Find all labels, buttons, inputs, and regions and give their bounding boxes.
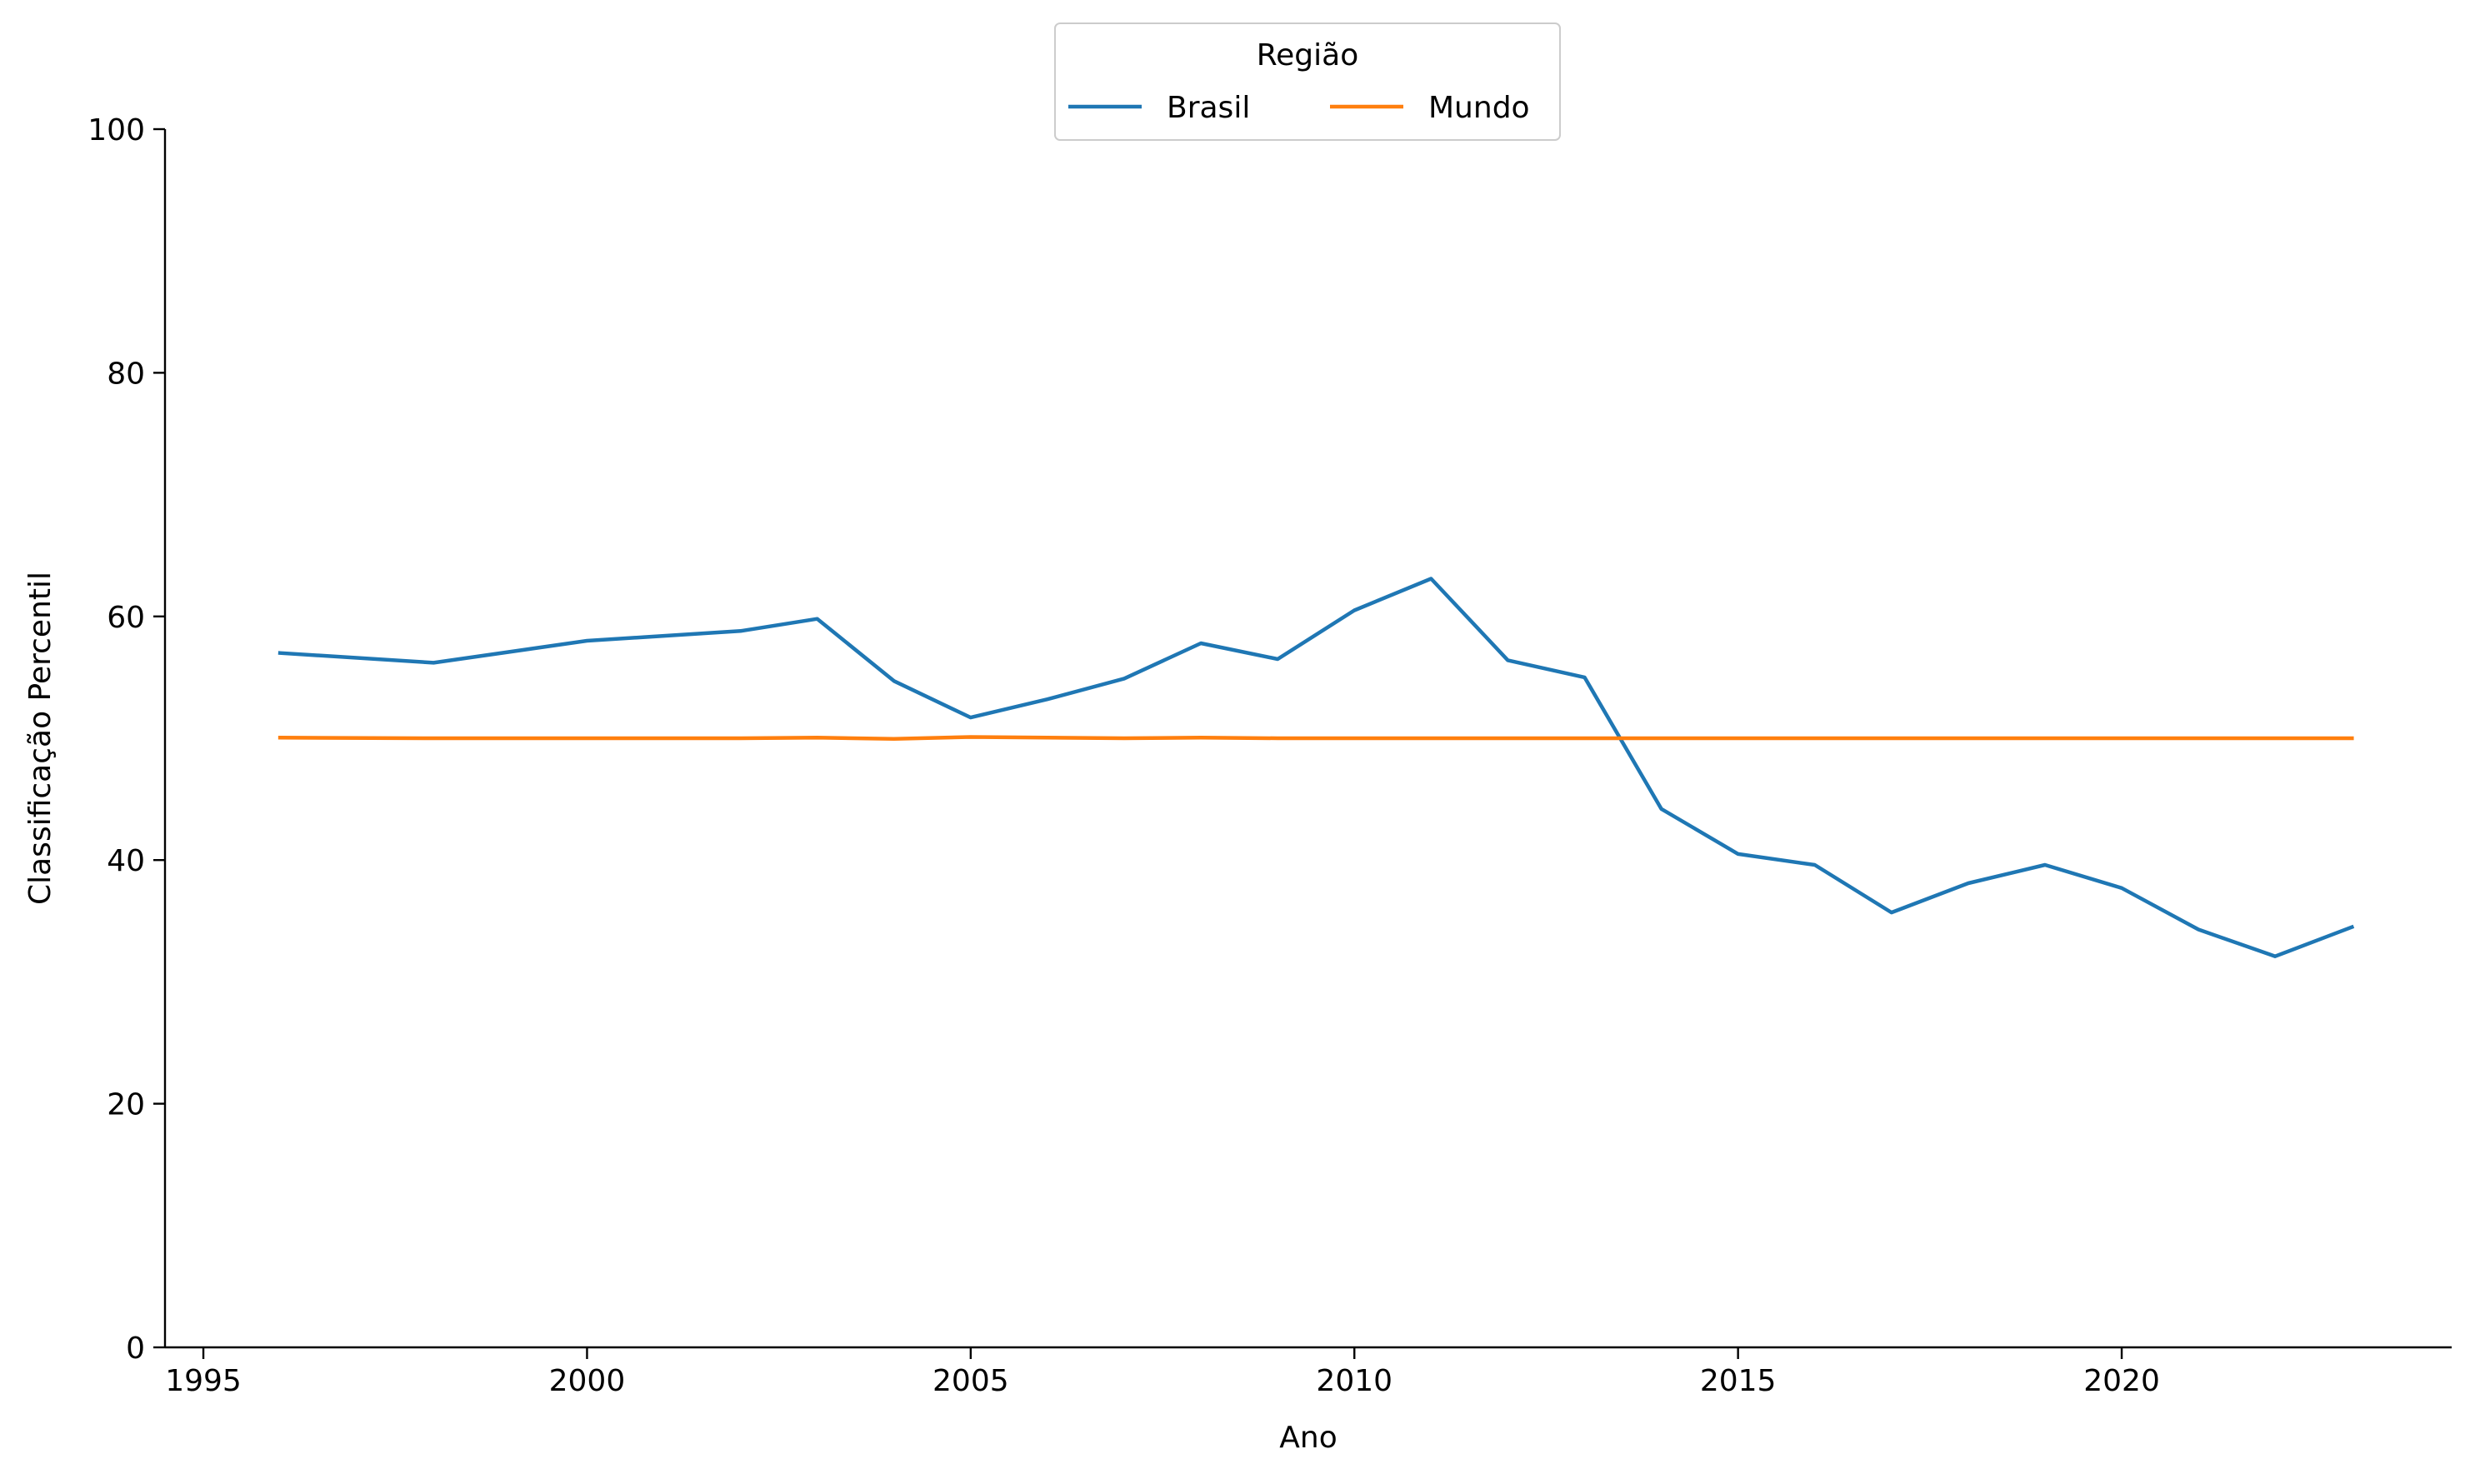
series-line-brasil (278, 577, 2355, 958)
series-lines (278, 577, 2355, 958)
y-tick-label: 40 (107, 844, 145, 878)
y-axis-ticks: 0 20 40 60 80 100 (88, 113, 165, 1366)
y-tick-label: 100 (88, 113, 145, 147)
legend: Região Brasil Mundo (1054, 22, 1561, 141)
y-tick-label: 60 (107, 601, 145, 635)
y-axis-label: Classificação Percentil (23, 572, 58, 905)
y-tick-label: 20 (107, 1088, 145, 1122)
legend-label-brasil: Brasil (1167, 91, 1250, 125)
x-axis-ticks: 1995 2000 2005 2010 2015 2020 (165, 1347, 2160, 1398)
x-tick-label: 2000 (549, 1364, 626, 1398)
legend-label-mundo: Mundo (1428, 91, 1530, 125)
x-tick-label: 2005 (932, 1364, 1009, 1398)
x-tick-label: 1995 (165, 1364, 242, 1398)
y-tick-label: 80 (107, 357, 145, 391)
legend-title: Região (1257, 38, 1358, 72)
x-tick-label: 2010 (1316, 1364, 1392, 1398)
y-tick-label: 0 (126, 1332, 145, 1366)
x-tick-label: 2015 (1700, 1364, 1777, 1398)
x-axis-label: Ano (1279, 1421, 1337, 1455)
axes (163, 129, 2452, 1349)
legend-box (1054, 22, 1561, 141)
series-line-mundo (278, 735, 2354, 741)
x-tick-label: 2020 (2083, 1364, 2160, 1398)
